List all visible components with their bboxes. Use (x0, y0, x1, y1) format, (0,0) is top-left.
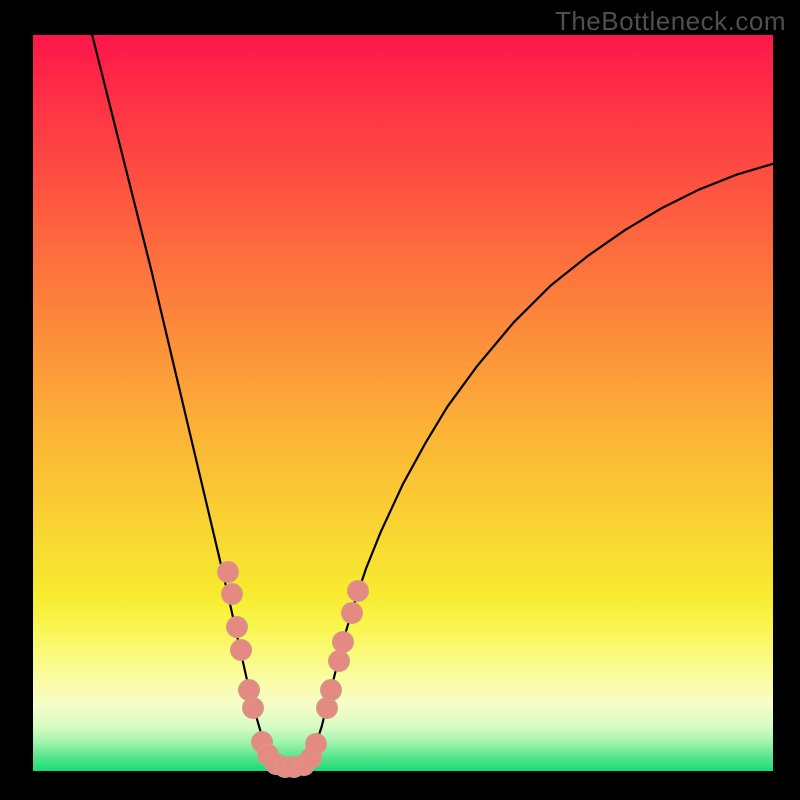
data-marker (341, 602, 363, 624)
bottleneck-curve (92, 35, 773, 768)
curve-layer (33, 35, 773, 771)
data-marker (332, 631, 354, 653)
data-marker (320, 679, 342, 701)
data-marker (226, 616, 248, 638)
data-marker (217, 561, 239, 583)
data-marker (316, 697, 338, 719)
data-marker (328, 650, 350, 672)
data-marker (221, 583, 243, 605)
data-marker (230, 639, 252, 661)
plot-frame (30, 32, 776, 774)
data-marker (347, 580, 369, 602)
chart-stage: TheBottleneck.com (0, 0, 800, 800)
data-marker (242, 697, 264, 719)
data-marker (305, 733, 327, 755)
